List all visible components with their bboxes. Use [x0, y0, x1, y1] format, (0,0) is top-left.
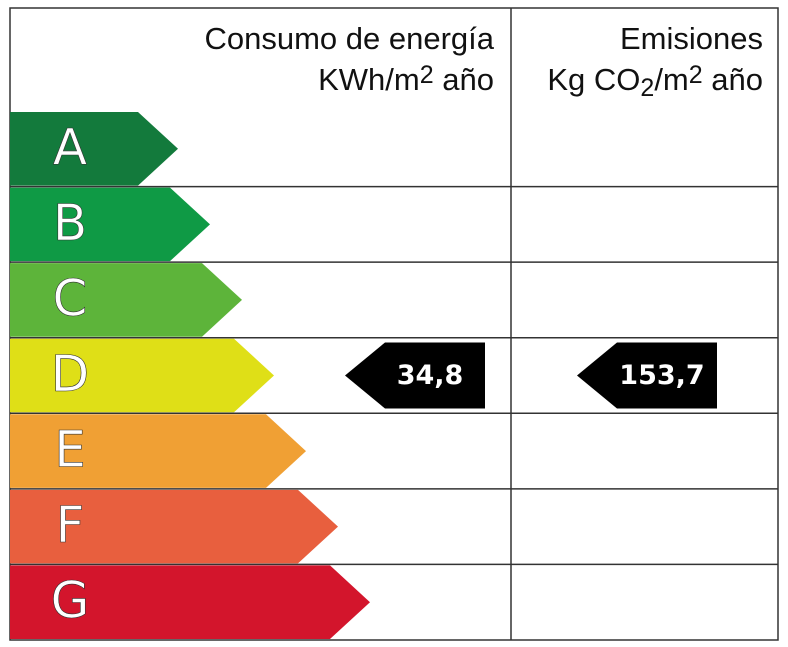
emissions-unit: Kg CO2/m2 año	[547, 61, 763, 102]
rating-arrow	[10, 187, 210, 262]
rating-letter: B	[53, 194, 87, 252]
unit-part: KWh/m	[318, 62, 420, 97]
rating-arrow	[10, 565, 370, 639]
rating-letter: D	[51, 345, 90, 403]
value-label: 153,7	[619, 360, 704, 391]
energy-unit: KWh/m2 año	[318, 61, 494, 98]
value-label: 34,8	[397, 360, 464, 391]
rating-arrow	[10, 414, 306, 488]
rating-letter: C	[53, 269, 88, 327]
rating-letter: G	[51, 572, 90, 630]
rating-arrow	[10, 263, 242, 337]
unit-part: 2	[420, 61, 434, 89]
unit-part: 2	[689, 61, 703, 89]
value-arrow	[577, 342, 717, 409]
rating-arrow	[10, 338, 274, 413]
rating-arrow	[10, 489, 338, 564]
unit-part: año	[703, 62, 763, 97]
energy-title: Consumo de energía	[204, 21, 494, 56]
unit-part: /m	[654, 62, 688, 97]
emissions-title: Emisiones	[620, 21, 763, 56]
rating-letter: F	[56, 496, 85, 554]
value-arrow	[345, 342, 485, 409]
rating-letter: A	[53, 118, 87, 176]
unit-part: 2	[640, 74, 654, 102]
unit-part: año	[434, 62, 494, 97]
unit-part: Kg CO	[547, 62, 640, 97]
rating-letter: E	[54, 421, 86, 479]
rating-arrow	[10, 112, 178, 186]
